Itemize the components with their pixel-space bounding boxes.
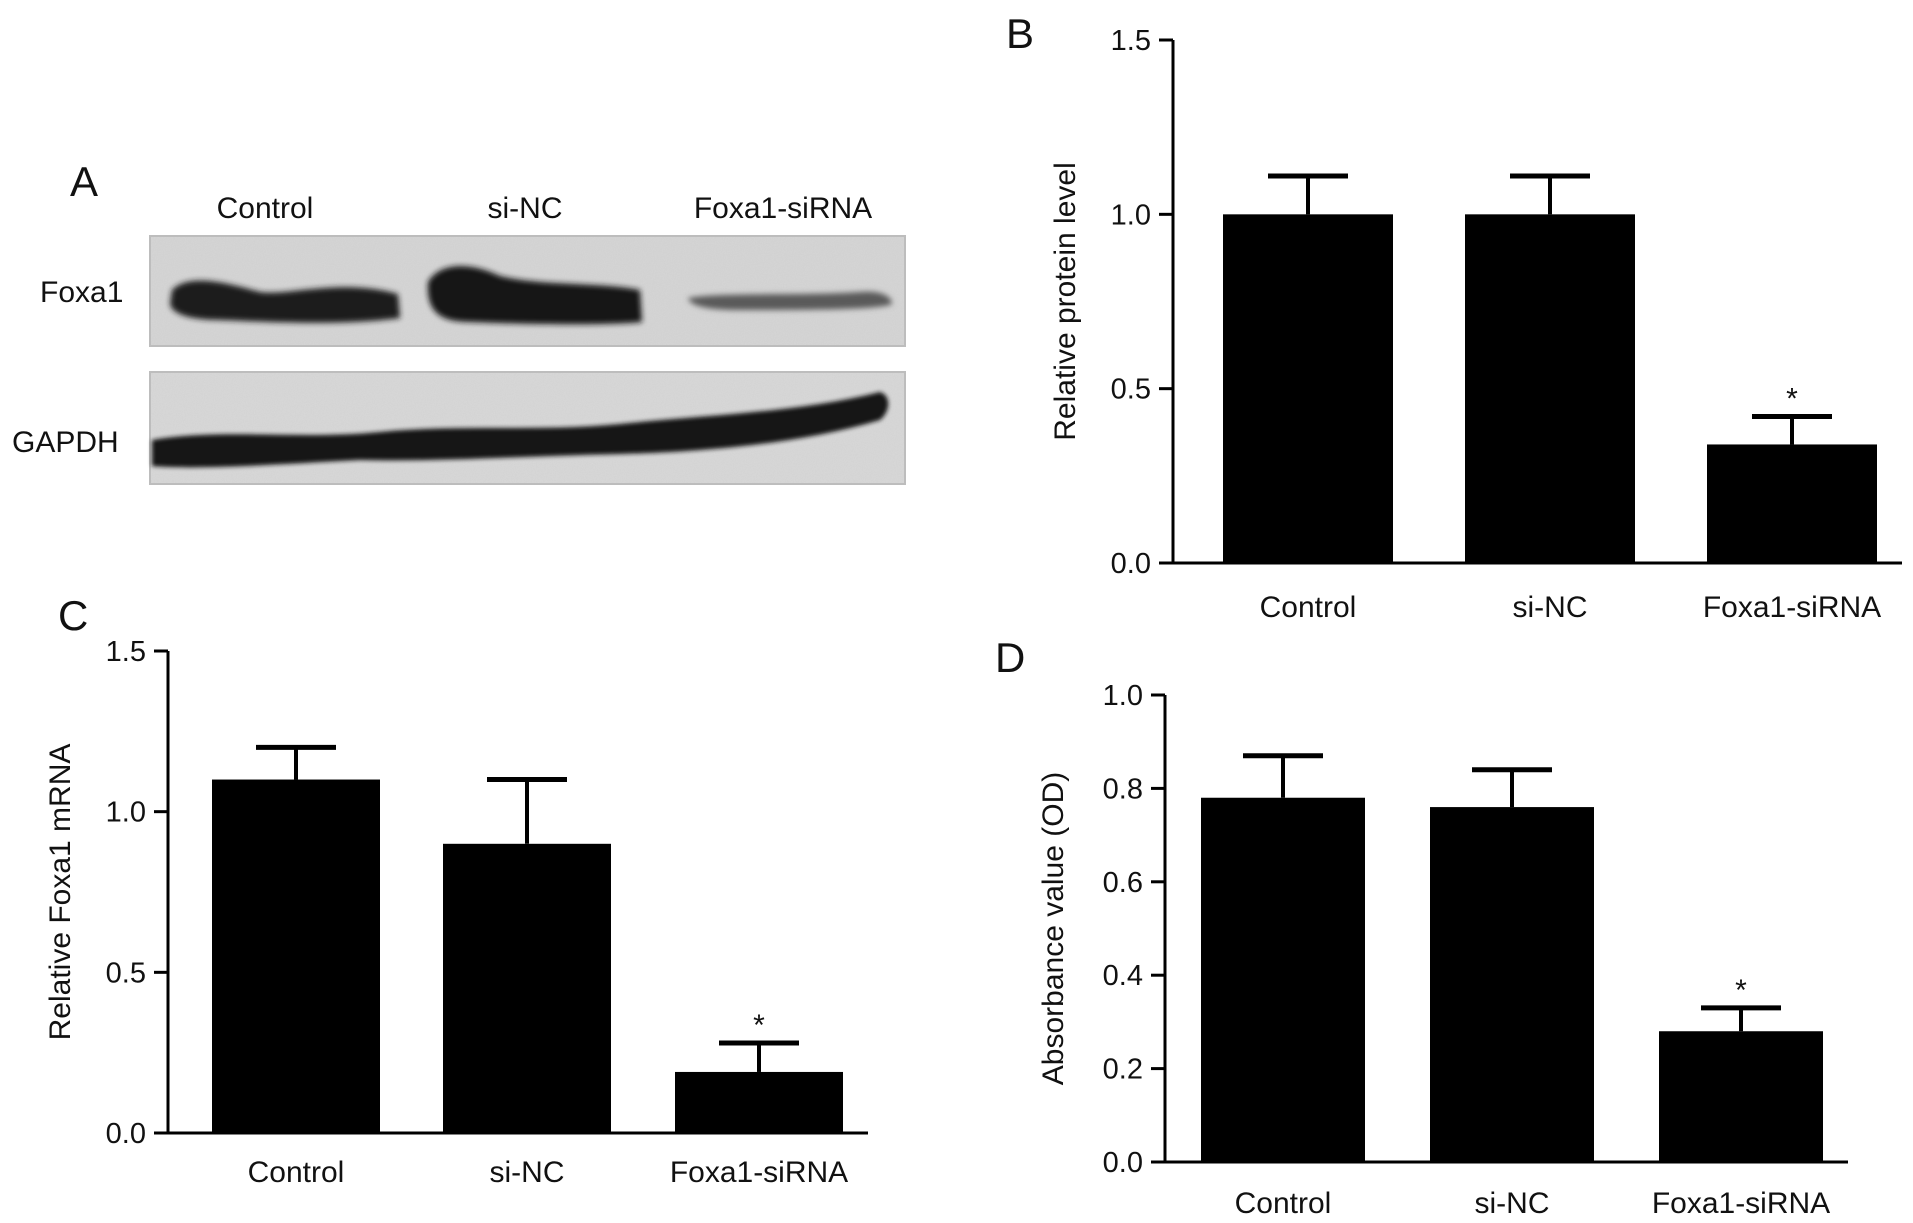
significance-marker: * — [753, 1009, 765, 1042]
blot-band-foxa1-si-nc — [427, 266, 642, 325]
x-category-label: si-NC — [1513, 591, 1588, 624]
blot-row-label-foxa1: Foxa1 — [40, 276, 123, 309]
x-category-label: Foxa1-siRNA — [1703, 591, 1881, 624]
y-tick-label: 1.0 — [1103, 680, 1143, 712]
x-category-label: Foxa1-siRNA — [1652, 1187, 1830, 1220]
chart-d: 0.0 0.2 0.4 0.6 0.8 1.0 Absorbance value (OD) C… — [1037, 680, 1848, 1220]
bar-foxa1-sirna — [675, 1071, 843, 1133]
x-category-label: Control — [1260, 591, 1357, 624]
bar-si-nc — [1465, 214, 1635, 564]
y-tick-label: 1.0 — [1111, 199, 1151, 231]
bar-control — [1223, 214, 1393, 564]
x-category-label: Foxa1-siRNA — [670, 1156, 848, 1189]
chart-b: 0.0 0.5 1.0 1.5 Relative protein level Contro… — [1049, 25, 1902, 624]
blot-lane-label-control: Control — [217, 192, 314, 225]
panel-letter-a: A — [70, 158, 98, 205]
y-axis-label: Absorbance value (OD) — [1037, 772, 1070, 1085]
blot-band-foxa1-control — [170, 280, 400, 323]
panel-a: A Control si-NC Foxa1-siRNA Foxa1 GAPDH — [12, 158, 906, 485]
blot-strip-foxa1 — [149, 235, 906, 347]
y-tick-label: 0.0 — [106, 1118, 146, 1150]
y-tick-label: 0.5 — [1111, 374, 1151, 406]
blot-band-gapdh — [152, 392, 889, 468]
significance-marker: * — [1735, 974, 1747, 1007]
bar-foxa1-sirna — [1707, 444, 1877, 563]
panel-letter-b: B — [1006, 10, 1034, 57]
y-tick-label: 0.6 — [1103, 867, 1143, 899]
y-axis-label: Relative Foxa1 mRNA — [44, 744, 77, 1041]
x-category-label: si-NC — [1475, 1187, 1550, 1220]
blot-band-foxa1-sirna — [688, 291, 892, 310]
panel-letter-c: C — [58, 592, 88, 639]
y-tick-label: 1.5 — [106, 636, 146, 668]
blot-lane-label-si-nc: si-NC — [488, 192, 563, 225]
panel-b: B 0.0 0.5 1.0 1.5 Relative protein level Cont… — [1006, 10, 1902, 624]
panel-c: C 0.0 0.5 1.0 1.5 Relative Foxa1 mRNA Control… — [44, 592, 868, 1189]
chart-c: 0.0 0.5 1.0 1.5 Relative Foxa1 mRNA Control si… — [44, 636, 868, 1189]
x-category-label: Control — [1235, 1187, 1332, 1220]
y-tick-label: 0.0 — [1103, 1147, 1143, 1179]
x-category-label: si-NC — [490, 1156, 565, 1189]
y-tick-label: 0.0 — [1111, 548, 1151, 580]
bar-control — [212, 779, 380, 1133]
blot-row-label-gapdh: GAPDH — [12, 426, 119, 459]
bar-control — [1201, 797, 1365, 1162]
y-tick-label: 1.0 — [106, 797, 146, 829]
blot-lane-label-foxa1-sirna: Foxa1-siRNA — [694, 192, 872, 225]
blot-strip-gapdh — [149, 371, 906, 485]
y-tick-label: 0.5 — [106, 957, 146, 989]
significance-marker: * — [1786, 383, 1798, 416]
x-category-label: Control — [248, 1156, 345, 1189]
y-tick-label: 0.2 — [1103, 1054, 1143, 1086]
y-tick-label: 0.4 — [1103, 960, 1143, 992]
y-axis-label: Relative protein level — [1049, 162, 1082, 440]
bar-si-nc — [1430, 807, 1594, 1162]
y-tick-label: 0.8 — [1103, 773, 1143, 805]
bar-foxa1-sirna — [1659, 1031, 1823, 1162]
panel-letter-d: D — [995, 634, 1025, 681]
y-tick-label: 1.5 — [1111, 25, 1151, 57]
bar-si-nc — [443, 843, 611, 1133]
panel-d: D 0.0 0.2 0.4 0.6 0.8 1.0 Absorbance value (OD… — [995, 634, 1848, 1220]
